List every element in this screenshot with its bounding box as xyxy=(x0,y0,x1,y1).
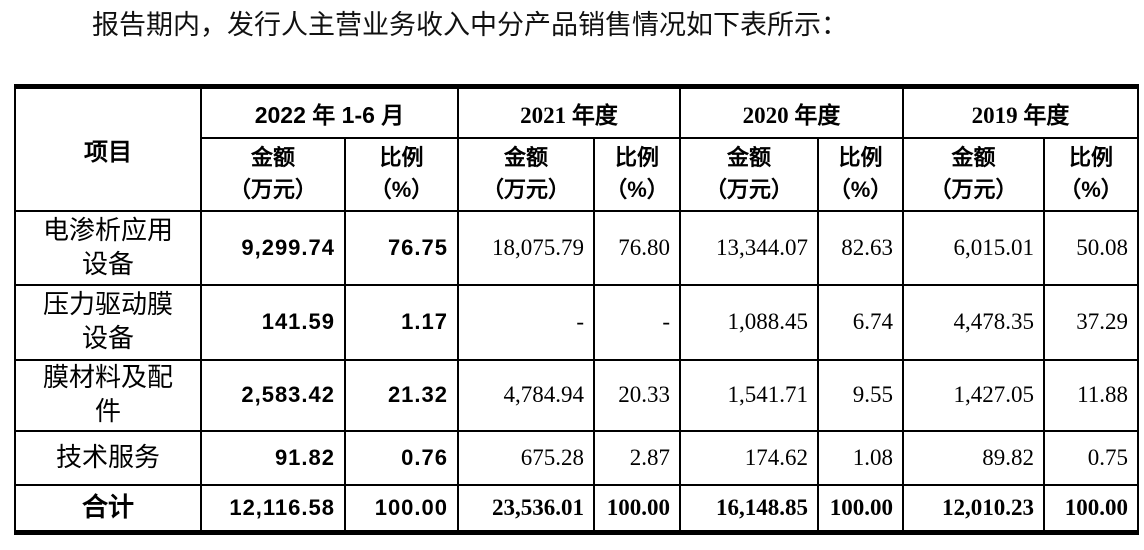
amount-2020: 16,148.85 xyxy=(679,483,819,534)
ratio-2021: - xyxy=(593,283,681,361)
ratio-2020: 1.08 xyxy=(817,429,904,486)
amount-2019: 1,427.05 xyxy=(902,358,1045,432)
amount-2021: - xyxy=(457,283,595,361)
ratio-2021: 76.80 xyxy=(593,209,681,286)
ratio-2020: 82.63 xyxy=(817,209,904,286)
subheader-amount-2020: 金额 （万元） xyxy=(679,136,819,212)
intro-paragraph: 报告期内，发行人主营业务收入中分产品销售情况如下表所示： xyxy=(92,10,848,40)
ratio-2022h1: 76.75 xyxy=(344,209,459,286)
amount-2022h1: 2,583.42 xyxy=(200,358,346,432)
row-technical-services: 技术服务 91.82 0.76 675.28 2.87 174.62 1.08 … xyxy=(14,429,1139,486)
amount-2022h1: 91.82 xyxy=(200,429,346,486)
ratio-2022h1: 21.32 xyxy=(344,358,459,432)
amount-2022h1: 9,299.74 xyxy=(200,209,346,286)
amount-2020: 1,541.71 xyxy=(679,358,819,432)
amount-2019: 12,010.23 xyxy=(902,483,1045,534)
row-label: 技术服务 xyxy=(14,429,202,486)
row-total: 合计 12,116.58 100.00 23,536.01 100.00 16,… xyxy=(14,483,1139,534)
ratio-2019: 0.75 xyxy=(1043,429,1139,486)
row-label: 压力驱动膜 设备 xyxy=(14,283,202,361)
subheader-ratio-2022h1: 比例 （%） xyxy=(344,136,459,212)
ratio-2021: 20.33 xyxy=(593,358,681,432)
column-header-2022h1: 2022 年 1-6 月 xyxy=(200,85,459,139)
amount-2019: 6,015.01 xyxy=(902,209,1045,286)
row-label: 电渗析应用 设备 xyxy=(14,209,202,286)
amount-2020: 1,088.45 xyxy=(679,283,819,361)
ratio-2022h1: 1.17 xyxy=(344,283,459,361)
amount-2021: 675.28 xyxy=(457,429,595,486)
ratio-2021: 2.87 xyxy=(593,429,681,486)
amount-2021: 23,536.01 xyxy=(457,483,595,534)
revenue-by-product-table: 项目 2022 年 1-6 月 2021 年度 2020 年度 2019 年度 … xyxy=(14,84,1139,535)
ratio-2019: 37.29 xyxy=(1043,283,1139,361)
header-row-periods: 项目 2022 年 1-6 月 2021 年度 2020 年度 2019 年度 xyxy=(14,85,1139,212)
column-header-item: 项目 xyxy=(14,85,202,212)
ratio-2022h1: 100.00 xyxy=(344,483,459,534)
amount-2019: 4,478.35 xyxy=(902,283,1045,361)
ratio-2022h1: 0.76 xyxy=(344,429,459,486)
column-header-2019: 2019 年度 xyxy=(902,85,1139,139)
ratio-2020: 9.55 xyxy=(817,358,904,432)
row-label: 膜材料及配 件 xyxy=(14,358,202,432)
row-pressure-driven-membrane-equipment: 压力驱动膜 设备 141.59 1.17 - - 1,088.45 6.74 4… xyxy=(14,283,1139,361)
column-header-2020: 2020 年度 xyxy=(679,85,904,139)
amount-2022h1: 12,116.58 xyxy=(200,483,346,534)
amount-2022h1: 141.59 xyxy=(200,283,346,361)
ratio-2019: 50.08 xyxy=(1043,209,1139,286)
subheader-ratio-2021: 比例 （%） xyxy=(593,136,681,212)
amount-2021: 18,075.79 xyxy=(457,209,595,286)
ratio-2020: 6.74 xyxy=(817,283,904,361)
amount-2020: 13,344.07 xyxy=(679,209,819,286)
subheader-amount-2019: 金额 （万元） xyxy=(902,136,1045,212)
total-label: 合计 xyxy=(14,483,202,534)
amount-2019: 89.82 xyxy=(902,429,1045,486)
amount-2020: 174.62 xyxy=(679,429,819,486)
row-electrodialysis-application-equipment: 电渗析应用 设备 9,299.74 76.75 18,075.79 76.80 … xyxy=(14,209,1139,286)
amount-2021: 4,784.94 xyxy=(457,358,595,432)
ratio-2021: 100.00 xyxy=(593,483,681,534)
column-header-2021: 2021 年度 xyxy=(457,85,681,139)
row-membrane-materials-and-accessories: 膜材料及配 件 2,583.42 21.32 4,784.94 20.33 1,… xyxy=(14,358,1139,432)
header-row-measures: 金额 （万元） 比例 （%） 金额 （万元） 比例 （%） 金额 （万元） 比例… xyxy=(15,136,1139,212)
subheader-amount-2021: 金额 （万元） xyxy=(457,136,595,212)
ratio-2020: 100.00 xyxy=(817,483,904,534)
ratio-2019: 11.88 xyxy=(1043,358,1139,432)
subheader-ratio-2019: 比例 （%） xyxy=(1043,136,1139,212)
subheader-amount-2022h1: 金额 （万元） xyxy=(200,136,346,212)
subheader-ratio-2020: 比例 （%） xyxy=(817,136,904,212)
ratio-2019: 100.00 xyxy=(1043,483,1139,534)
